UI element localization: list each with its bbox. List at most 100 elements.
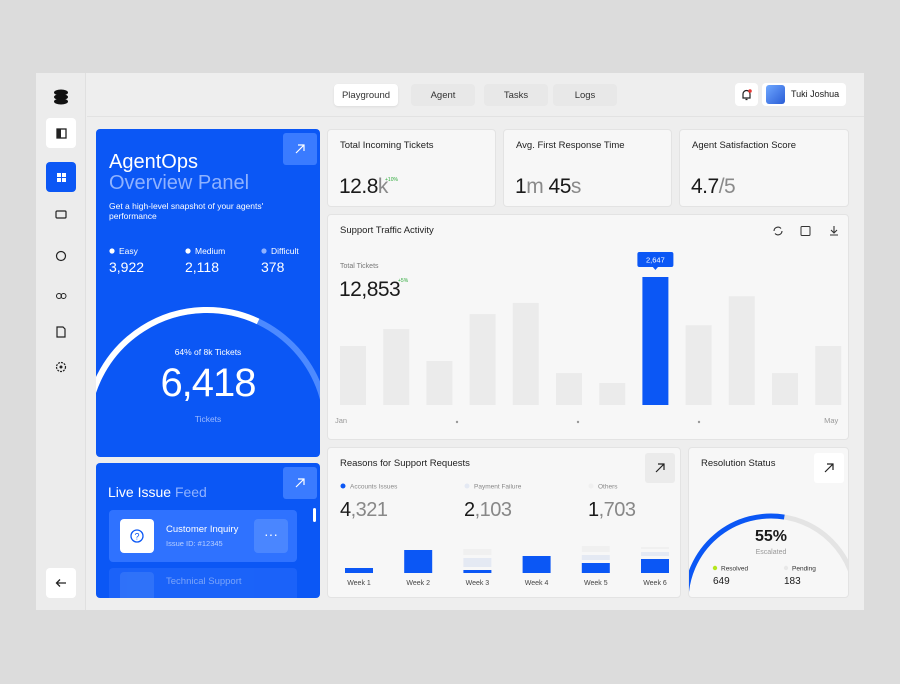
overview-graphics: Easy 3,922 Medium 2,118 Difficult 378 (96, 246, 320, 400)
kpi-unit: m (526, 175, 549, 198)
scrollbar (313, 508, 316, 522)
bar-segment (345, 568, 373, 573)
overview-title-accent: Overview Panel (109, 172, 250, 194)
kpi-value: 12.8k (339, 175, 388, 199)
feed-title-main: Live Issue (108, 484, 172, 500)
kpi-value: 1m 45s (515, 175, 581, 199)
svg-text:?: ? (134, 532, 139, 542)
tab[interactable]: Logs (553, 84, 617, 106)
gauge-value: 6,418 (160, 361, 256, 405)
resolution-graphics: 55% Escalated Resolved 649 Pending 183 (689, 513, 848, 593)
total-part: ,703 (599, 499, 636, 521)
stat-dot (261, 248, 267, 254)
notifications[interactable] (735, 83, 758, 106)
series-total: 1,703 (588, 499, 636, 521)
nav-icon[interactable] (46, 352, 76, 382)
legend-dot (588, 483, 594, 489)
item-menu[interactable]: ··· (254, 519, 288, 553)
tooltip-label: 2,647 (646, 256, 665, 265)
gauge-progress (689, 513, 785, 593)
bar (685, 325, 712, 405)
x-tick-label: May (824, 416, 838, 425)
axis-dot (576, 420, 580, 424)
x-tick-label: Week 4 (525, 580, 549, 587)
bar (815, 346, 842, 405)
feed-item[interactable]: ? Customer Inquiry Issue ID: #12345 ··· (109, 510, 297, 562)
stat-label: Pending (792, 566, 816, 573)
x-tick-label: Week 1 (347, 580, 371, 587)
live-feed-card: Live Issue Feed ? Customer Inquiry Issue… (96, 463, 320, 598)
toolbar (773, 226, 838, 236)
kpi-value: 4.7/5 (691, 175, 736, 199)
tooltip-box (637, 252, 674, 267)
expand-button[interactable] (283, 133, 317, 165)
bar (469, 314, 496, 405)
tooltip-pointer (652, 266, 659, 270)
kpi-card: Total Incoming Tickets 12.8k +10% (327, 129, 496, 207)
total-part: 2 (464, 499, 475, 521)
nav-icon[interactable] (46, 241, 76, 271)
legend-dot (712, 565, 718, 571)
kpi-title: Total Incoming Tickets (340, 140, 434, 151)
tab[interactable]: Playground (334, 84, 398, 106)
stat-value: 378 (261, 259, 285, 275)
stat-label: Difficult (271, 246, 299, 256)
bar (426, 360, 453, 405)
total-value: 12,853 (339, 278, 401, 301)
card-title: Resolution Status (701, 458, 776, 469)
total-part: 4 (340, 499, 351, 521)
axis-dot (697, 420, 701, 424)
bar (340, 346, 366, 405)
gauge-unit: Tickets (194, 414, 222, 424)
nav-icon[interactable] (46, 317, 76, 347)
item-icon (120, 572, 154, 598)
nav-icon[interactable] (46, 200, 76, 230)
tab[interactable]: Tasks (484, 84, 548, 106)
bar (728, 296, 755, 405)
gauge-caption: 64% of 8k Tickets (174, 347, 242, 357)
user-name: Tuki Joshua (791, 89, 840, 99)
expand-button[interactable] (645, 453, 675, 483)
bar (383, 329, 410, 405)
legend-label: Others (598, 484, 618, 491)
collapse-button[interactable] (46, 568, 76, 598)
expand-button[interactable] (814, 453, 844, 483)
bar (512, 302, 539, 405)
nav-icon[interactable] (46, 118, 76, 148)
total-change: +5% (398, 278, 409, 284)
percent-label: 55% (755, 528, 787, 545)
topbar: Playground Agent Tasks Logs Tuki Joshua (87, 73, 864, 117)
kpi-number: 1 (515, 175, 527, 198)
total-part: 1 (588, 499, 599, 521)
stat-dot (109, 248, 115, 254)
legend-dot (464, 483, 470, 489)
x-tick-label: Week 3 (466, 580, 490, 587)
bar-segment (404, 550, 433, 573)
stat-value: 3,922 (109, 259, 144, 275)
bar-segment (641, 559, 669, 573)
feed-item[interactable]: Technical Support (109, 568, 297, 598)
nav-icon[interactable] (46, 282, 76, 312)
tab[interactable]: Agent (411, 84, 475, 106)
logo (54, 89, 68, 105)
gauge-progress (96, 307, 260, 394)
bar-segment (581, 555, 610, 560)
bar (599, 382, 626, 405)
user-menu[interactable]: Tuki Joshua (762, 83, 846, 106)
nav-icon-active[interactable] (46, 162, 76, 192)
bar-segment (463, 558, 492, 567)
resolution-card: Resolution Status 55% Escalated Resolved 64… (688, 447, 849, 598)
expand-button[interactable] (283, 467, 317, 499)
bar-segment (522, 556, 551, 573)
kpi-title: Agent Satisfaction Score (692, 140, 797, 151)
kpi-card: Avg. First Response Time 1m 45s (503, 129, 672, 207)
stat-value: 2,118 (185, 259, 219, 275)
bar-segment (463, 549, 492, 555)
total-label: Total Tickets (340, 263, 379, 270)
legend-label: Payment Failure (474, 484, 522, 491)
kpi-unit: /5 (718, 175, 736, 198)
reasons-card: Reasons for Support Requests Accounts Is… (327, 447, 681, 598)
legend-label: Accounts Issues (350, 484, 398, 491)
series-total: 2,103 (464, 499, 512, 521)
